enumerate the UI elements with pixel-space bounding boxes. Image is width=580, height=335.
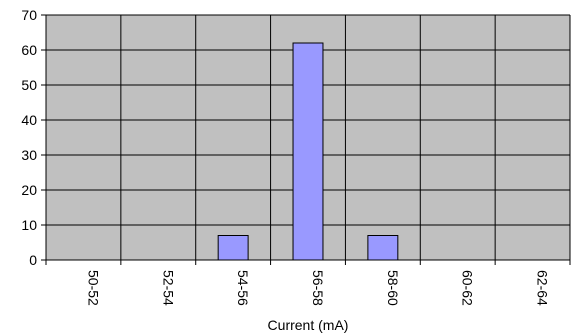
y-tick-label: 60 (21, 42, 37, 58)
y-axis: 0 10 20 30 40 50 60 70 (21, 7, 47, 268)
bar-56-58 (292, 42, 324, 261)
x-tick-label: 54-56 (235, 270, 251, 306)
y-tick-label: 20 (21, 182, 37, 198)
y-tick-label: 10 (21, 217, 37, 233)
y-tick-label: 70 (21, 7, 37, 23)
x-axis: 50-52 52-54 54-56 56-58 58-60 60-62 62-64 (45, 259, 571, 306)
bars (217, 42, 399, 261)
x-tick-label: 60-62 (460, 270, 476, 306)
y-tick-label: 30 (21, 147, 37, 163)
y-tick-label: 40 (21, 112, 37, 128)
bar-54-56 (217, 235, 249, 261)
y-tick-label: 0 (29, 252, 37, 268)
x-tick-label: 50-52 (85, 270, 101, 306)
x-tick-label: 58-60 (385, 270, 401, 306)
x-tick-label: 62-64 (535, 270, 551, 306)
bar-58-60 (367, 235, 399, 261)
x-tick-label: 56-58 (310, 270, 326, 306)
y-tick-label: 50 (21, 77, 37, 93)
x-tick-label: 52-54 (160, 270, 176, 306)
x-axis-title: Current (mA) (268, 317, 349, 333)
